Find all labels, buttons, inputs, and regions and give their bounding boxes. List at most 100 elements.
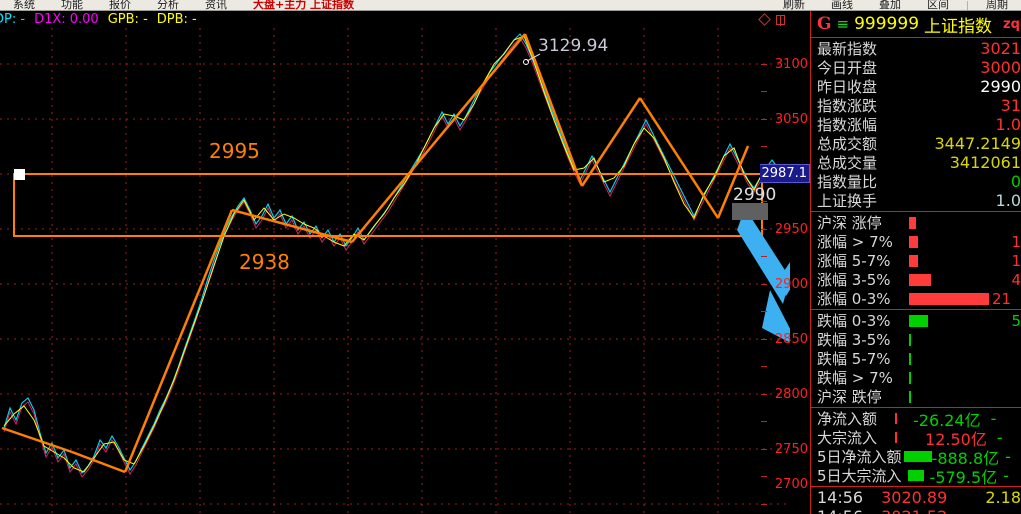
flow-tail: - xyxy=(990,409,997,428)
quote-value: 2990 xyxy=(980,77,1021,96)
flow-tail: - xyxy=(1005,447,1011,466)
price-marker-box xyxy=(732,203,768,220)
distribution-row: 跌幅 5-7% xyxy=(811,349,1021,368)
axis-tick-2800: 2800 xyxy=(774,387,808,402)
trendline-down-5 xyxy=(638,97,720,219)
quote-row: 最新指数 3021 xyxy=(811,39,1021,58)
axis-tick-2900: 2900 xyxy=(774,277,808,292)
distribution-bar-wrap xyxy=(909,213,1021,232)
decliners-distribution: 跌幅 0-3% 5 跌幅 3-5% 跌幅 5-7% xyxy=(811,311,1021,407)
price-axis: 3100 3050 3000 2950 2900 2850 2800 2750 … xyxy=(760,28,810,514)
flow-bar xyxy=(907,470,924,481)
distribution-label: 涨幅 5-7% xyxy=(817,252,891,270)
tick-row[interactable]: 14:56 3020.89 2.18 xyxy=(811,488,1021,507)
distribution-bar xyxy=(909,314,928,327)
distribution-bar xyxy=(909,371,911,384)
axis-tick-2850: 2850 xyxy=(774,332,808,347)
tick-list[interactable]: 14:56 3020.89 2.18 14:56 3021.52 xyxy=(811,488,1021,514)
money-flow-section: 净流入额 -26.24亿 - 大宗流入 12.50亿 - 5日净流入额 -888… xyxy=(811,409,1021,485)
flow-value: -888.8亿 xyxy=(931,448,1000,467)
trendline-up-4 xyxy=(716,145,750,219)
axis-tick-2950: 2950 xyxy=(774,222,808,237)
distribution-row: 涨幅 3-5% 4 xyxy=(811,270,1021,290)
box-handle-topleft xyxy=(14,169,25,180)
menu-item-3[interactable]: 分析 xyxy=(157,0,179,10)
quote-label: 指数涨幅 xyxy=(817,116,878,134)
flow-value: -579.5亿 xyxy=(929,467,998,486)
distribution-label: 涨幅 > 7% xyxy=(817,233,893,251)
menu-item-2[interactable]: 报价 xyxy=(109,0,131,10)
menu-right-3[interactable]: 区间 xyxy=(927,0,949,10)
distribution-label: 跌幅 0-3% xyxy=(817,312,891,330)
support-level-label: 2938 xyxy=(239,250,290,274)
tick-time: 14:56 xyxy=(817,507,863,514)
flow-label: 净流入额 xyxy=(817,410,878,428)
flow-bar xyxy=(903,451,932,462)
axis-tick-2750: 2750 xyxy=(774,442,808,457)
quote-value: 31 xyxy=(1000,96,1021,115)
quote-label: 最新指数 xyxy=(817,40,878,58)
distribution-count: 1 xyxy=(1011,232,1021,251)
price-chart-canvas[interactable]: 3129.94 2995 2938 2990 xyxy=(0,28,790,514)
split-pane-icon[interactable] xyxy=(776,14,785,26)
flow-value: -26.24亿 xyxy=(913,410,981,429)
blue-arrow-up-shaft xyxy=(776,262,790,296)
menu-right-2[interactable]: 叠加 xyxy=(879,0,901,10)
chart-tool-icons[interactable] xyxy=(758,11,810,28)
diamond-icon[interactable] xyxy=(758,13,771,26)
market-tag: zq2 xyxy=(1003,16,1021,32)
series-magenta-line xyxy=(3,37,779,478)
menu-bars-icon[interactable]: ≡ xyxy=(836,15,850,33)
distribution-row: 跌幅 0-3% 5 xyxy=(811,311,1021,331)
tick-row[interactable]: 14:56 3021.52 xyxy=(811,507,1021,514)
quote-row: 指数涨幅 1.0 xyxy=(811,115,1021,134)
blue-arrow-down-head xyxy=(762,290,790,343)
menu-right-1[interactable]: 画线 xyxy=(831,0,853,10)
quote-panel-header[interactable]: G ≡ 999999 上证指数 zq2 xyxy=(811,11,1021,38)
flow-row: 净流入额 -26.24亿 - xyxy=(811,409,1021,428)
flow-row: 5日大宗流入 -579.5亿 - xyxy=(811,466,1021,485)
distribution-bar-wrap xyxy=(909,349,1021,368)
distribution-bar xyxy=(909,273,931,286)
distribution-bar-wrap: 21 xyxy=(909,289,1021,308)
flow-row: 5日净流入额 -888.8亿 - xyxy=(811,447,1021,466)
menu-right-4[interactable]: 周期 xyxy=(986,0,1008,10)
axis-tick-3050: 3050 xyxy=(774,112,808,127)
menu-item-1[interactable]: 功能 xyxy=(61,0,83,10)
price-marker-label: 2990 xyxy=(733,185,777,205)
quote-value: 0 xyxy=(1010,172,1021,191)
indicator-d1x: D1X: 0.00 xyxy=(34,12,99,27)
series-yellow-ma xyxy=(3,35,775,473)
distribution-row: 涨幅 > 7% 1 xyxy=(811,232,1021,252)
trendline-up-2 xyxy=(351,33,526,243)
tick-time: 14:56 xyxy=(817,488,864,507)
flow-row: 大宗流入 12.50亿 - xyxy=(811,428,1021,447)
quote-label: 指数涨跌 xyxy=(817,97,878,115)
indicator-dp: DP: - xyxy=(0,12,26,27)
menu-item-0[interactable]: 系统 xyxy=(13,0,35,10)
indicator-gpb: GPB: - xyxy=(107,12,148,27)
g-badge-icon: G xyxy=(817,14,832,34)
trendline-up-1 xyxy=(123,209,234,473)
distribution-row: 沪深 跌停 xyxy=(811,387,1021,406)
tick-price: 3020.89 xyxy=(881,488,948,507)
chart-gridlines xyxy=(0,28,790,514)
distribution-label: 跌幅 5-7% xyxy=(817,350,891,368)
menu-item-4[interactable]: 资讯 xyxy=(205,0,227,10)
flow-label: 5日大宗流入 xyxy=(817,467,902,485)
gainers-distribution: 沪深 涨停 涨幅 > 7% 1 涨幅 5-7% 1 xyxy=(811,213,1021,308)
quote-row: 昨日收盘 2990 xyxy=(811,77,1021,96)
menu-right-0[interactable]: 刷新 xyxy=(783,0,805,10)
distribution-bar xyxy=(909,235,918,248)
distribution-row: 沪深 涨停 xyxy=(811,213,1021,232)
main-menubar[interactable]: 系统 功能 报价 分析 资讯 大盘+主力 上证指数 刷新 画线 叠加 区间 周期 xyxy=(0,0,1021,11)
distribution-bar xyxy=(909,254,918,267)
tick-price: 3021.52 xyxy=(881,507,947,514)
distribution-count: 1 xyxy=(1011,251,1021,270)
trendline-down-4 xyxy=(523,33,584,187)
flow-label: 大宗流入 xyxy=(817,429,878,447)
distribution-bar xyxy=(909,333,911,346)
distribution-bar xyxy=(909,352,911,365)
peak-callout-line xyxy=(526,53,541,62)
